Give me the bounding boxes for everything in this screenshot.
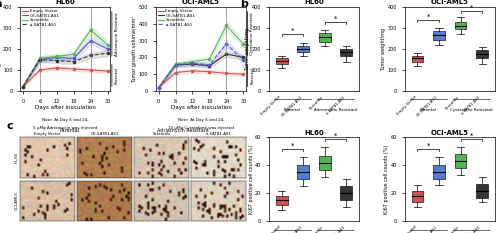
Bar (276, 196, 287, 205)
Y-axis label: Tumor growth volume/mm³: Tumor growth volume/mm³ (132, 15, 138, 83)
Y-axis label: Ki67 positive cell counts (%): Ki67 positive cell counts (%) (248, 145, 254, 214)
Text: Parental: Parental (114, 68, 118, 84)
Y-axis label: Tumor growth volume/mm³: Tumor growth volume/mm³ (0, 15, 2, 83)
Text: 10 μMg Cytarabine was injected: 10 μMg Cytarabine was injected (168, 126, 234, 130)
Y-axis label: Ki67 positive cell counts (%): Ki67 positive cell counts (%) (384, 145, 389, 214)
Text: *: * (470, 5, 473, 11)
Text: Adriamycin Resistant: Adriamycin Resistant (114, 12, 118, 56)
Title: si-SATB1-AS1: si-SATB1-AS1 (206, 132, 232, 136)
Text: Scramble: Scramble (309, 225, 325, 233)
Text: Adriamycin Resistant: Adriamycin Resistant (314, 108, 358, 112)
Text: Parental: Parental (60, 128, 80, 133)
Y-axis label: Tumor weight/mg: Tumor weight/mg (246, 27, 250, 71)
Y-axis label: Tumor weight/mg: Tumor weight/mg (381, 27, 386, 71)
Text: *: * (291, 143, 294, 149)
Text: OE-SATB1-AS1: OE-SATB1-AS1 (280, 94, 303, 117)
Title: Scramble: Scramble (152, 132, 171, 136)
Text: si-SATB1-AS1: si-SATB1-AS1 (461, 225, 482, 233)
Bar (476, 184, 488, 198)
Text: Cytarabine Resistant: Cytarabine Resistant (250, 12, 254, 55)
Text: Parental: Parental (420, 108, 436, 112)
Text: Parental: Parental (250, 68, 254, 84)
Text: OE-SATB1-AS1: OE-SATB1-AS1 (416, 94, 439, 117)
Text: *: * (334, 15, 338, 21)
Text: Note: At Day 6 and 24,: Note: At Day 6 and 24, (178, 118, 224, 122)
Title: HL60: HL60 (304, 0, 324, 5)
Bar (319, 33, 330, 42)
Bar (298, 46, 309, 52)
Text: *: * (426, 143, 430, 149)
X-axis label: Days after inoculation: Days after inoculation (35, 105, 96, 110)
Bar (433, 165, 445, 179)
Bar (433, 31, 445, 40)
Text: Parental: Parental (284, 108, 301, 112)
Text: Empty Vector: Empty Vector (260, 94, 281, 116)
Title: HL60: HL60 (56, 0, 75, 5)
Bar (340, 49, 352, 56)
Text: OE-SATB1-AS1: OE-SATB1-AS1 (416, 225, 439, 233)
Bar (298, 165, 309, 179)
Text: *: * (334, 133, 338, 139)
Bar (454, 154, 466, 168)
Text: b: b (240, 0, 248, 9)
Bar (454, 22, 466, 29)
Text: *: * (426, 13, 430, 19)
Bar (412, 191, 424, 202)
Y-axis label: HL-60: HL-60 (14, 152, 18, 163)
Text: *: * (291, 28, 294, 34)
Title: OCI-AML5: OCI-AML5 (431, 130, 469, 136)
Text: 5 μMg Adriamycin was injected: 5 μMg Adriamycin was injected (33, 126, 98, 130)
Bar (276, 58, 287, 64)
Text: si-SATB1-AS1: si-SATB1-AS1 (325, 94, 346, 116)
Text: Cytarabine Resistant: Cytarabine Resistant (450, 108, 492, 112)
Title: Empty Vector: Empty Vector (34, 132, 60, 136)
Text: Scramble: Scramble (444, 94, 460, 110)
X-axis label: Days after inoculation: Days after inoculation (170, 105, 232, 110)
Text: Note: At Day 6 and 24,: Note: At Day 6 and 24, (42, 118, 88, 122)
Text: *: * (470, 133, 473, 139)
Text: a: a (0, 0, 2, 9)
Bar (340, 186, 352, 200)
Bar (476, 50, 488, 58)
Text: Empty Vector: Empty Vector (396, 225, 417, 233)
Text: c: c (6, 121, 13, 131)
Title: OE-SATB1-AS1: OE-SATB1-AS1 (90, 132, 118, 136)
Title: HL60: HL60 (304, 130, 324, 136)
Text: Adriamycin Resistant: Adriamycin Resistant (157, 128, 209, 133)
Text: Empty Vector: Empty Vector (260, 225, 281, 233)
Legend: Empty Vector, OE-SATB1-AS1, Scramble, si-SATB1-AS1: Empty Vector, OE-SATB1-AS1, Scramble, si… (22, 9, 60, 27)
Text: Scramble: Scramble (309, 94, 325, 110)
Text: OE-SATB1-AS1: OE-SATB1-AS1 (280, 225, 303, 233)
Text: Scramble: Scramble (444, 225, 460, 233)
Text: si-SATB1-AS1: si-SATB1-AS1 (461, 94, 482, 116)
Bar (412, 56, 424, 62)
Legend: Empty Vector, OE-SATB1-AS1, Scramble, si-SATB1-AS1: Empty Vector, OE-SATB1-AS1, Scramble, si… (158, 9, 195, 27)
Bar (319, 155, 330, 170)
Title: OCI-AML5: OCI-AML5 (182, 0, 220, 5)
Y-axis label: OCI-AML5: OCI-AML5 (14, 192, 18, 210)
Text: Empty Vector: Empty Vector (396, 94, 417, 116)
Text: si-SATB1-AS1: si-SATB1-AS1 (325, 225, 346, 233)
Title: OCI-AML5: OCI-AML5 (431, 0, 469, 5)
